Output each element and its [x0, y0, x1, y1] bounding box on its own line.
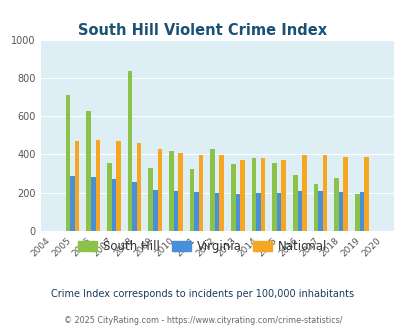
Bar	[338, 192, 343, 231]
Bar	[168, 150, 173, 231]
Bar	[313, 184, 318, 231]
Bar	[219, 155, 224, 231]
Bar	[198, 155, 203, 231]
Bar	[354, 194, 359, 231]
Bar	[239, 160, 244, 231]
Bar	[91, 177, 95, 231]
Bar	[95, 140, 100, 231]
Bar	[318, 191, 322, 231]
Bar	[301, 155, 306, 231]
Bar	[322, 155, 326, 231]
Bar	[359, 192, 363, 231]
Bar	[157, 149, 162, 231]
Legend: South Hill, Virginia, National: South Hill, Virginia, National	[74, 236, 331, 258]
Text: Crime Index corresponds to incidents per 100,000 inhabitants: Crime Index corresponds to incidents per…	[51, 289, 354, 299]
Bar	[194, 192, 198, 231]
Bar	[292, 176, 297, 231]
Bar	[128, 71, 132, 231]
Bar	[297, 191, 301, 231]
Bar	[173, 191, 178, 231]
Bar	[214, 193, 219, 231]
Bar	[333, 178, 338, 231]
Text: South Hill Violent Crime Index: South Hill Violent Crime Index	[78, 23, 327, 38]
Bar	[86, 112, 91, 231]
Bar	[153, 190, 157, 231]
Bar	[272, 163, 276, 231]
Bar	[230, 164, 235, 231]
Bar	[75, 141, 79, 231]
Bar	[260, 158, 265, 231]
Bar	[189, 169, 194, 231]
Bar	[116, 142, 120, 231]
Bar	[281, 160, 285, 231]
Bar	[148, 168, 153, 231]
Bar	[276, 193, 281, 231]
Bar	[107, 163, 111, 231]
Bar	[256, 193, 260, 231]
Bar	[210, 149, 214, 231]
Bar	[111, 179, 116, 231]
Bar	[136, 143, 141, 231]
Text: © 2025 CityRating.com - https://www.cityrating.com/crime-statistics/: © 2025 CityRating.com - https://www.city…	[64, 315, 341, 325]
Bar	[363, 157, 368, 231]
Bar	[70, 177, 75, 231]
Bar	[343, 157, 347, 231]
Bar	[132, 182, 136, 231]
Bar	[251, 158, 256, 231]
Bar	[235, 194, 239, 231]
Bar	[178, 153, 182, 231]
Bar	[66, 95, 70, 231]
